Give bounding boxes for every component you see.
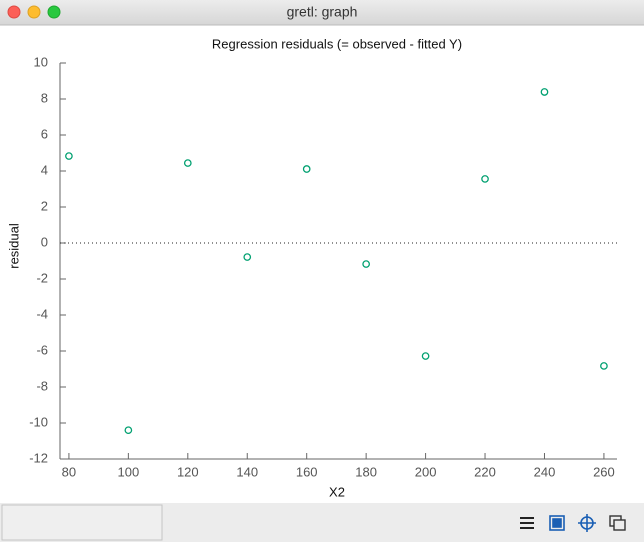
x-tick-label: 220 xyxy=(474,464,496,479)
title-bar xyxy=(0,0,644,25)
point xyxy=(481,175,489,183)
x-tick-label: 160 xyxy=(296,464,318,479)
x-tick-label: 100 xyxy=(118,464,140,479)
y-tick-label: -8 xyxy=(36,378,48,393)
point xyxy=(421,352,430,360)
y-tick-label: -4 xyxy=(36,306,48,321)
y-axis-label: residual xyxy=(6,223,21,269)
plot: Regression residuals (= observed - fitte… xyxy=(6,36,617,499)
x-tick-label: 240 xyxy=(534,464,556,479)
point xyxy=(600,362,608,370)
fit-icon[interactable] xyxy=(578,514,596,532)
zoom-icon[interactable] xyxy=(549,515,565,531)
point xyxy=(65,152,73,160)
y-tick-label: -6 xyxy=(36,342,48,357)
menu-icon[interactable] xyxy=(520,517,534,529)
x-tick-label: 140 xyxy=(236,464,258,479)
minimize-button[interactable] xyxy=(27,5,41,19)
point xyxy=(362,260,370,268)
point xyxy=(302,165,311,173)
y-tick-label: -2 xyxy=(36,270,48,285)
y-tick-label: -12 xyxy=(29,450,48,465)
point xyxy=(183,159,192,167)
zoom-button[interactable] xyxy=(47,5,61,19)
x-tick-label: 80 xyxy=(62,464,76,479)
y-tick-label: 6 xyxy=(41,126,48,141)
y-tick-label: 10 xyxy=(34,54,48,69)
y-tick-label: 8 xyxy=(41,90,48,105)
chart-title: Regression residuals (= observed - fitte… xyxy=(212,36,462,51)
point xyxy=(243,253,252,261)
status-box xyxy=(1,504,163,541)
y-tick-label: 4 xyxy=(41,162,48,177)
x-tick-label: 200 xyxy=(415,464,437,479)
y-tick-label: 0 xyxy=(41,234,48,249)
x-tick-label: 260 xyxy=(593,464,615,479)
x-axis-label: X2 xyxy=(329,484,345,499)
x-tick-label: 180 xyxy=(355,464,377,479)
window-title: gretl: graph xyxy=(287,4,358,20)
y-tick-label: -10 xyxy=(29,414,48,429)
windows-icon[interactable] xyxy=(609,515,626,531)
point xyxy=(124,426,133,435)
close-button[interactable] xyxy=(7,5,21,19)
y-tick-label: 2 xyxy=(41,198,48,213)
point xyxy=(540,88,549,96)
x-tick-label: 120 xyxy=(177,464,199,479)
